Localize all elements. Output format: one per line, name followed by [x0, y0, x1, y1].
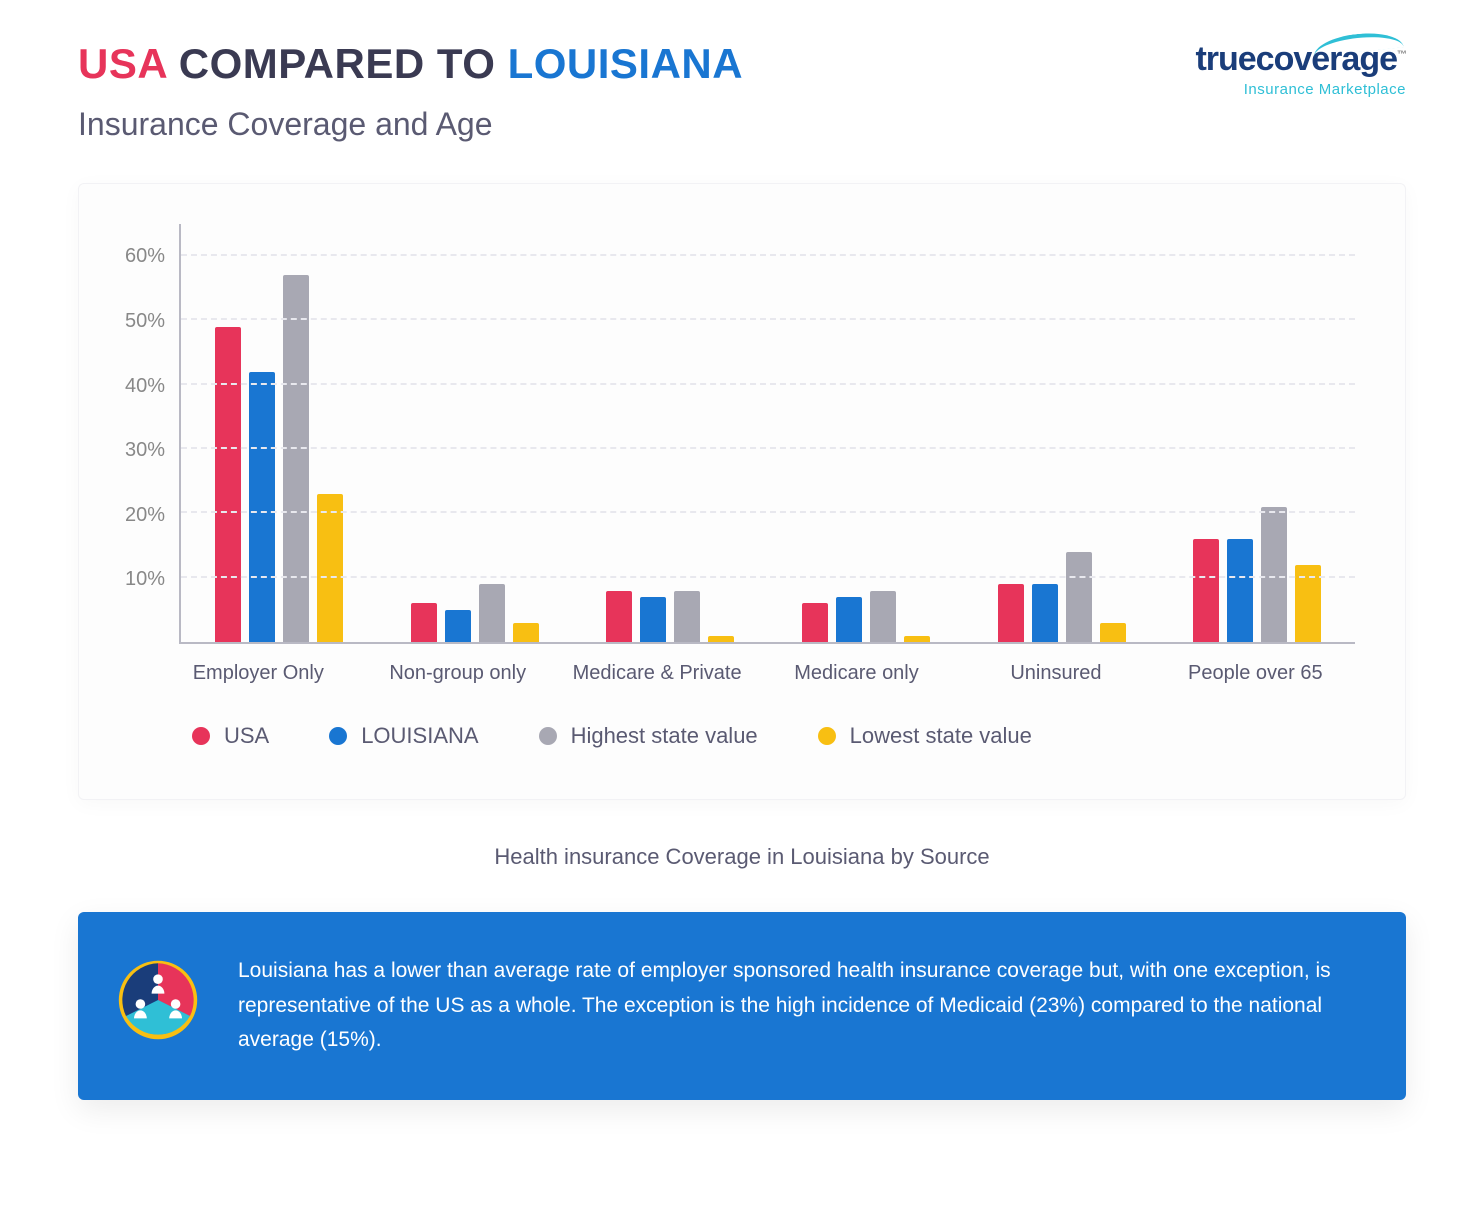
legend-label: USA — [224, 723, 269, 749]
chart-card: 10% 20% 30% 40% 50% 60% Employer OnlyNon-grou… — [78, 183, 1406, 800]
bar-group — [572, 224, 768, 642]
legend-item: Highest state value — [539, 723, 758, 749]
bar — [249, 372, 275, 642]
brand-tagline: Insurance Marketplace — [1244, 81, 1406, 98]
legend-swatch-icon — [539, 727, 557, 745]
callout-text: Louisiana has a lower than average rate … — [238, 954, 1346, 1058]
bar — [1066, 552, 1092, 642]
x-tick-label: People over 65 — [1156, 644, 1355, 685]
bar — [283, 275, 309, 642]
bar — [479, 584, 505, 642]
bar — [836, 597, 862, 642]
bar-group — [768, 224, 964, 642]
legend-label: LOUISIANA — [361, 723, 478, 749]
legend-item: USA — [192, 723, 269, 749]
chart-area: 10% 20% 30% 40% 50% 60% — [109, 224, 1355, 644]
grid-line — [181, 254, 1355, 256]
bar — [411, 603, 437, 642]
grid-line — [181, 447, 1355, 449]
x-tick-label: Non-group only — [358, 644, 557, 685]
legend-label: Lowest state value — [850, 723, 1032, 749]
page-title: USA COMPARED TO LOUISIANA — [78, 40, 743, 88]
bar-group — [181, 224, 377, 642]
chart-caption: Health insurance Coverage in Louisiana b… — [78, 844, 1406, 870]
grid-line — [181, 576, 1355, 578]
bar — [445, 610, 471, 642]
x-tick-label: Employer Only — [159, 644, 358, 685]
x-tick-label: Medicare & Private — [557, 644, 756, 685]
legend-item: LOUISIANA — [329, 723, 478, 749]
bar — [708, 636, 734, 642]
y-tick-label: 60% — [125, 245, 165, 268]
bar — [1261, 507, 1287, 642]
legend-label: Highest state value — [571, 723, 758, 749]
bar — [1227, 539, 1253, 642]
bar-group — [1159, 224, 1355, 642]
x-tick-label: Medicare only — [757, 644, 956, 685]
x-tick-label: Uninsured — [956, 644, 1155, 685]
bar — [215, 327, 241, 642]
bar — [317, 494, 343, 642]
title-part-usa: USA — [78, 40, 167, 87]
page-subtitle: Insurance Coverage and Age — [78, 106, 743, 143]
bar — [870, 591, 896, 642]
brand-logo-text: truecoverage™ — [1195, 40, 1406, 79]
y-tick-label: 50% — [125, 310, 165, 333]
bar-group — [377, 224, 573, 642]
legend-item: Lowest state value — [818, 723, 1032, 749]
x-axis-labels: Employer OnlyNon-group onlyMedicare & Pr… — [159, 644, 1355, 685]
legend-swatch-icon — [818, 727, 836, 745]
chart-legend: USA LOUISIANA Highest state value Lowest st… — [192, 723, 1355, 749]
bar-group — [964, 224, 1160, 642]
bar — [513, 623, 539, 642]
title-block: USA COMPARED TO LOUISIANA Insurance Cove… — [78, 40, 743, 143]
bar — [1100, 623, 1126, 642]
bar — [606, 591, 632, 642]
y-tick-label: 30% — [125, 439, 165, 462]
bar — [674, 591, 700, 642]
bar — [1032, 584, 1058, 642]
callout-box: Louisiana has a lower than average rate … — [78, 912, 1406, 1100]
trademark-icon: ™ — [1397, 50, 1406, 61]
bar — [802, 603, 828, 642]
bar — [1193, 539, 1219, 642]
y-axis: 10% 20% 30% 40% 50% 60% — [109, 224, 179, 644]
y-tick-label: 20% — [125, 504, 165, 527]
bars-row — [181, 224, 1355, 642]
bar — [904, 636, 930, 642]
bar — [640, 597, 666, 642]
y-tick-label: 40% — [125, 375, 165, 398]
grid-line — [181, 383, 1355, 385]
chart-plot — [179, 224, 1355, 644]
title-part-mid: COMPARED TO — [167, 40, 508, 87]
y-tick-label: 10% — [125, 568, 165, 591]
legend-swatch-icon — [192, 727, 210, 745]
title-part-louisiana: LOUISIANA — [508, 40, 744, 87]
legend-swatch-icon — [329, 727, 347, 745]
people-segments-icon — [118, 960, 198, 1052]
grid-line — [181, 318, 1355, 320]
header: USA COMPARED TO LOUISIANA Insurance Cove… — [78, 40, 1406, 143]
bar — [998, 584, 1024, 642]
brand-logo: truecoverage™ Insurance Marketplace — [1195, 40, 1406, 98]
grid-line — [181, 511, 1355, 513]
